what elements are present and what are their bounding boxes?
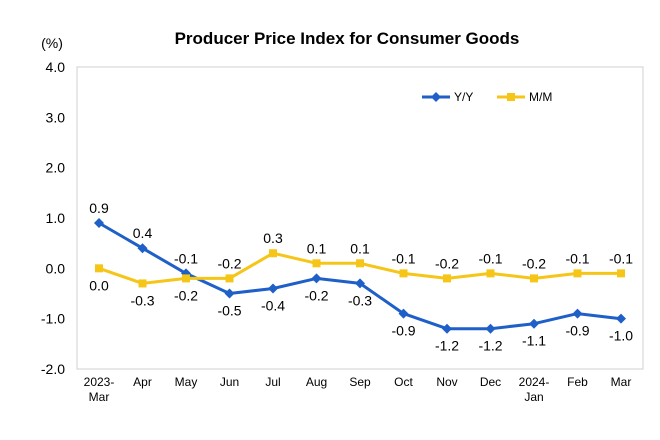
- mm-marker: [443, 274, 451, 283]
- yy-data-label: -0.9: [391, 323, 415, 339]
- yy-data-label: -1.1: [522, 333, 546, 349]
- yy-marker: [311, 273, 322, 284]
- yy-marker: [485, 323, 496, 334]
- mm-marker: [356, 259, 364, 268]
- x-tick-label: Feb: [567, 375, 588, 389]
- mm-marker: [530, 274, 538, 283]
- series-line-yy: [98, 221, 622, 331]
- yy-marker: [398, 308, 409, 319]
- x-tick-label: Dec: [480, 375, 501, 389]
- x-tick-label: Mar: [611, 375, 632, 389]
- yy-data-label: -0.2: [304, 287, 328, 303]
- x-tick-label: May: [175, 375, 198, 389]
- mm-data-label: -0.2: [174, 287, 198, 303]
- mm-marker: [617, 269, 625, 278]
- legend-label: M/M: [529, 90, 552, 104]
- chart-title: Producer Price Index for Consumer Goods: [175, 29, 520, 48]
- y-unit-label: (%): [41, 35, 63, 51]
- x-tick-label: Aug: [306, 375, 327, 389]
- yy-data-label: 0.4: [133, 225, 153, 241]
- y-tick-label: 2.0: [46, 160, 66, 176]
- x-tick-label: 2024-Jan: [519, 375, 550, 404]
- mm-data-label: -0.2: [217, 255, 241, 271]
- y-tick-label: 4.0: [46, 59, 66, 75]
- x-tick-label: Jul: [265, 375, 280, 389]
- y-tick-label: -1.0: [41, 311, 65, 327]
- y-tick-label: 3.0: [46, 109, 66, 125]
- mm-marker: [138, 279, 147, 288]
- mm-marker: [486, 269, 495, 278]
- legend-marker: [507, 93, 515, 101]
- y-tick-label: 0.0: [46, 260, 66, 276]
- yy-marker: [442, 323, 452, 334]
- mm-data-label: -0.3: [130, 292, 154, 308]
- mm-marker: [225, 274, 234, 283]
- mm-data-label: -0.1: [609, 250, 633, 266]
- y-axis: 4.0 3.0 2.0 1.0 0.0 -1.0 -2.0: [41, 59, 65, 377]
- data-labels: 0.9 0.0 0.4 -0.3 -0.1 -0.2 -0.5 -0.2 -0.4 0.3 -0.2…: [89, 200, 633, 354]
- y-tick-label: -2.0: [41, 361, 65, 377]
- x-tick-label: Apr: [133, 375, 152, 389]
- mm-data-label: 0.1: [350, 240, 370, 256]
- x-tick-label: Sep: [349, 375, 371, 389]
- yy-marker: [529, 318, 539, 329]
- yy-data-label: 0.9: [89, 200, 109, 216]
- legend: Y/Y M/M: [422, 90, 552, 104]
- yy-data-label: -0.1: [174, 250, 198, 266]
- x-tick-label: Oct: [394, 375, 413, 389]
- legend-marker: [431, 92, 441, 102]
- yy-data-label: -1.0: [609, 328, 633, 344]
- mm-data-label: -0.1: [565, 250, 589, 266]
- yy-marker: [268, 283, 278, 294]
- yy-data-label: -1.2: [478, 338, 502, 354]
- mm-marker: [312, 259, 321, 268]
- yy-data-label: -0.3: [348, 292, 372, 308]
- y-tick-label: 1.0: [46, 210, 66, 226]
- mm-data-label: -0.2: [522, 255, 546, 271]
- x-tick-label: Jun: [220, 375, 239, 389]
- mm-marker: [95, 264, 103, 273]
- x-tick-label: Nov: [436, 375, 457, 389]
- yy-marker: [137, 243, 148, 254]
- yy-data-label: -0.4: [261, 297, 285, 313]
- mm-data-label: -0.2: [435, 255, 459, 271]
- plot-area-border: [76, 66, 644, 370]
- mm-data-label: -0.1: [478, 250, 502, 266]
- mm-marker: [399, 269, 408, 278]
- mm-data-label: 0.3: [263, 230, 283, 246]
- mm-marker: [269, 249, 277, 258]
- yy-marker: [616, 313, 626, 324]
- mm-data-label: 0.1: [307, 240, 327, 256]
- yy-marker: [94, 218, 104, 229]
- yy-data-label: -0.5: [217, 303, 241, 319]
- x-tick-label: 2023-Mar: [84, 375, 115, 404]
- yy-marker: [572, 308, 583, 319]
- series-lines: [94, 218, 626, 334]
- yy-marker: [355, 278, 365, 289]
- mm-data-label: 0.0: [89, 277, 109, 293]
- yy-data-label: -0.9: [565, 323, 589, 339]
- x-axis: 2023-Mar Apr May Jun Jul Aug Sep Oct Nov Dec 2024-…: [84, 375, 632, 404]
- yy-data-label: -1.2: [435, 338, 459, 354]
- legend-label: Y/Y: [454, 90, 473, 104]
- mm-data-label: -0.1: [391, 250, 415, 266]
- yy-marker: [224, 288, 235, 299]
- mm-marker: [182, 274, 190, 283]
- mm-marker: [573, 269, 582, 278]
